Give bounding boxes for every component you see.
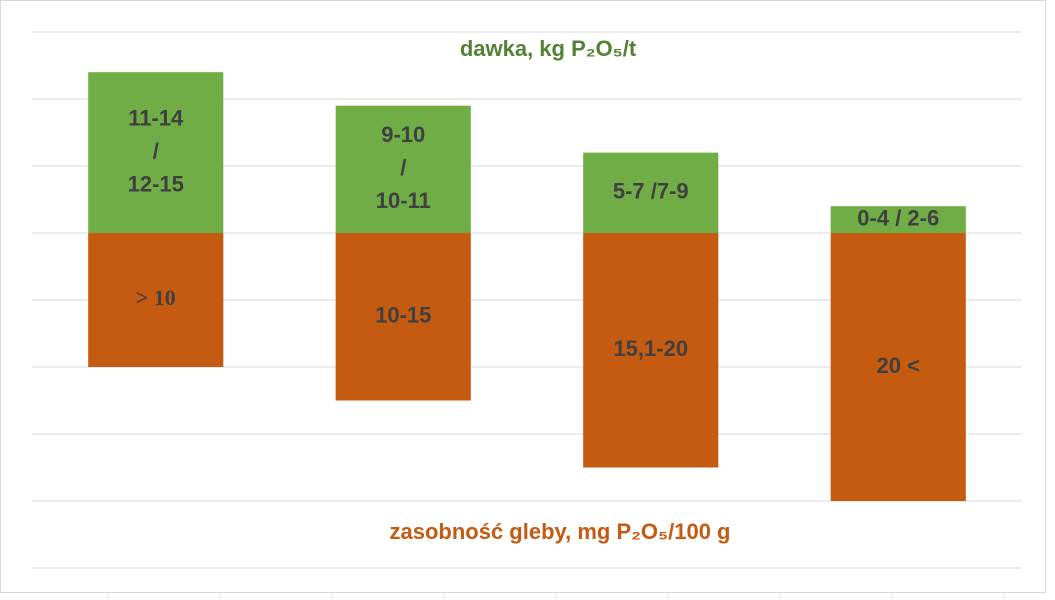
data-label: / xyxy=(153,138,159,163)
bar xyxy=(583,152,719,233)
chart-subtitle: zasobność gleby, mg P₂O₅/100 g xyxy=(390,519,731,544)
bar xyxy=(335,105,471,233)
bar xyxy=(830,233,966,501)
data-label: 10-11 xyxy=(376,188,431,213)
bar xyxy=(335,233,471,401)
data-label: 15,1-20 xyxy=(613,336,688,361)
data-label: 9-10 xyxy=(381,122,425,147)
data-label: / xyxy=(400,155,406,180)
bar xyxy=(88,233,224,367)
chart-title: dawka, kg P₂O₅/t xyxy=(460,36,637,61)
bar xyxy=(88,72,224,233)
data-label: 12-15 xyxy=(128,171,184,196)
data-label: 5-7 /7-9 xyxy=(613,179,689,204)
data-label: 0-4 / 2-6 xyxy=(857,205,939,230)
data-label: 11-14 xyxy=(128,105,184,130)
data-label: 10-15 xyxy=(375,303,431,328)
bar xyxy=(830,206,966,233)
data-label: 20 < xyxy=(877,353,920,378)
bar xyxy=(583,233,719,468)
data-label: > 10 xyxy=(136,285,176,310)
